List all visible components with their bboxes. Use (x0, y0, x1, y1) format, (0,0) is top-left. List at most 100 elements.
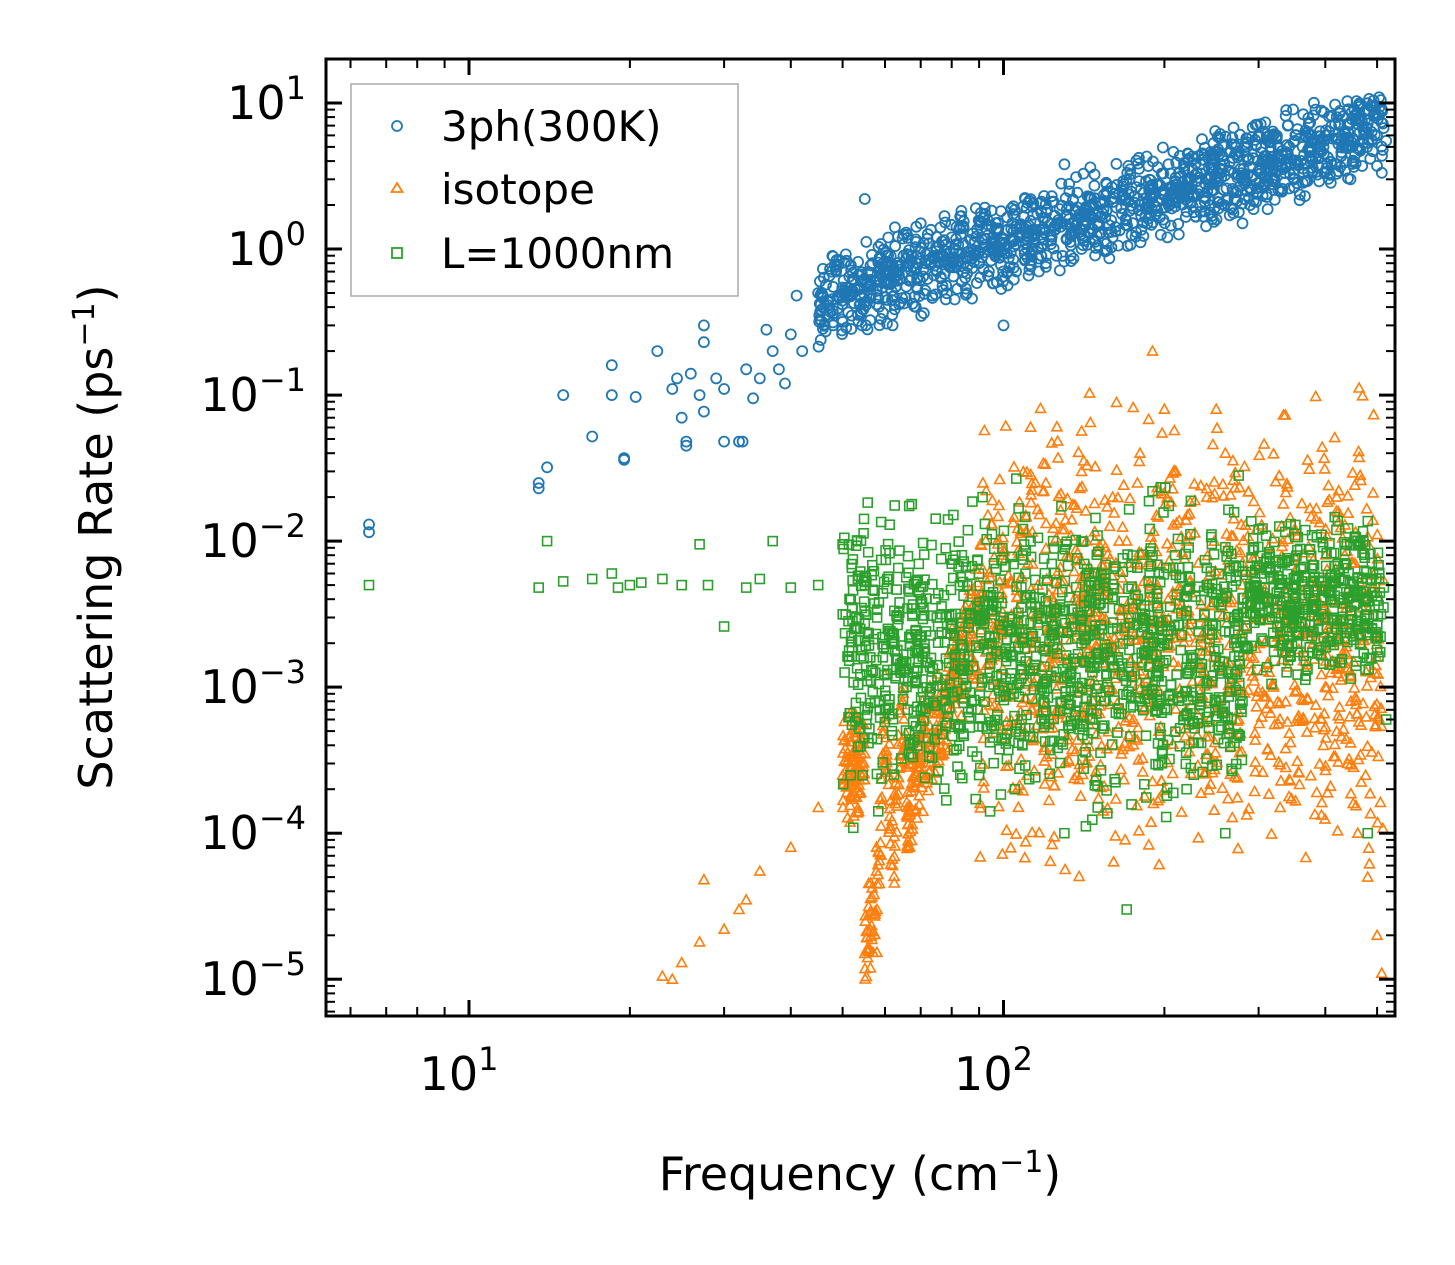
circle-point-0 (1210, 213, 1223, 226)
square-point-2 (1126, 799, 1137, 810)
circle-point-0 (1105, 241, 1118, 254)
square-point-2 (1256, 633, 1267, 644)
triangle-point-1 (1331, 755, 1345, 767)
triangle-point-1 (1157, 783, 1171, 796)
circle-point-0 (1025, 260, 1037, 273)
square-point-2 (937, 680, 948, 692)
square-point-2 (1172, 533, 1184, 545)
triangle-point-1 (1047, 830, 1061, 842)
square-point-2 (1366, 623, 1378, 635)
circle-point-0 (1142, 212, 1154, 225)
triangle-point-1 (1072, 445, 1085, 458)
square-point-2 (920, 593, 932, 604)
triangle-point-1 (1108, 631, 1121, 643)
square-point-2 (1051, 604, 1062, 615)
triangle-point-1 (1319, 720, 1332, 732)
square-point-2 (947, 686, 958, 698)
square-point-2 (945, 584, 957, 596)
triangle-point-1 (979, 483, 993, 496)
square-point-2 (958, 590, 969, 602)
triangle-point-1 (1034, 401, 1047, 414)
square-point-2 (1316, 529, 1327, 541)
square-point-2 (1134, 695, 1146, 707)
circle-point-0 (1376, 105, 1388, 118)
square-point-2 (1084, 712, 1096, 724)
circle-point-0 (363, 518, 375, 531)
triangle-point-1 (1047, 779, 1061, 791)
square-point-2 (848, 677, 859, 688)
circle-point-0 (1241, 140, 1254, 153)
triangle-point-1 (1130, 798, 1144, 811)
circle-point-0 (1260, 191, 1273, 203)
triangle-point-1 (1075, 480, 1089, 492)
square-point-2 (1040, 605, 1052, 616)
triangle-point-1 (891, 737, 905, 749)
square-point-2 (897, 693, 909, 705)
circle-point-0 (1375, 166, 1388, 179)
square-point-2 (839, 627, 851, 639)
square-point-2 (1133, 692, 1144, 704)
triangle-point-1 (1210, 421, 1224, 433)
square-point-2 (837, 778, 849, 790)
circle-point-0 (1005, 223, 1018, 235)
triangle-point-1 (1004, 841, 1018, 853)
square-point-2 (1186, 652, 1197, 663)
triangle-point-1 (1161, 592, 1175, 605)
circle-point-0 (1116, 191, 1129, 204)
triangle-point-1 (1174, 530, 1188, 542)
square-point-2 (1339, 574, 1351, 586)
square-point-2 (978, 618, 990, 630)
circle-point-0 (866, 257, 879, 270)
triangle-point-1 (1110, 395, 1123, 408)
square-point-2 (888, 769, 900, 780)
triangle-point-1 (1352, 450, 1366, 463)
square-point-2 (862, 497, 874, 508)
triangle-point-1 (1328, 749, 1342, 762)
square-point-2 (1247, 544, 1259, 556)
triangle-point-1 (973, 850, 987, 862)
square-point-2 (935, 553, 947, 565)
square-point-2 (1028, 662, 1039, 674)
triangle-point-1 (1352, 381, 1366, 393)
triangle-point-1 (1279, 695, 1293, 707)
triangle-point-1 (836, 793, 850, 806)
triangle-point-1 (1284, 735, 1297, 748)
triangle-point-1 (1117, 773, 1131, 785)
square-point-2 (1207, 676, 1218, 687)
square-point-2 (1216, 707, 1228, 719)
circle-point-0 (618, 453, 630, 466)
triangle-point-1 (1124, 654, 1138, 666)
triangle-point-1 (1080, 458, 1094, 471)
triangle-point-1 (1080, 755, 1094, 768)
triangle-point-1 (1052, 489, 1066, 502)
square-point-2 (1065, 614, 1077, 625)
square-point-2 (1160, 811, 1172, 823)
circle-point-0 (1045, 234, 1057, 247)
triangle-point-1 (840, 785, 854, 798)
square-point-2 (867, 686, 879, 697)
square-point-2 (1181, 610, 1192, 621)
circle-point-0 (873, 300, 885, 313)
square-point-2 (1139, 778, 1150, 790)
triangle-point-1 (1172, 581, 1185, 594)
circle-point-0 (1019, 225, 1032, 238)
triangle-point-1 (1225, 529, 1238, 541)
triangle-point-1 (1207, 475, 1221, 487)
square-point-2 (1306, 604, 1317, 615)
square-point-2 (1366, 557, 1378, 569)
triangle-point-1 (1252, 716, 1266, 729)
circle-point-0 (957, 266, 970, 279)
square-point-2 (1280, 646, 1291, 658)
triangle-point-1 (1248, 784, 1261, 797)
square-point-2 (1090, 512, 1101, 524)
circle-point-0 (974, 271, 986, 284)
circle-point-0 (1254, 118, 1267, 130)
triangle-point-1 (999, 759, 1013, 771)
square-point-2 (1158, 507, 1169, 518)
square-point-2 (1099, 639, 1111, 650)
circle-point-0 (1241, 136, 1254, 149)
circle-point-0 (813, 309, 826, 322)
triangle-point-1 (1025, 825, 1039, 838)
triangle-point-1 (836, 800, 850, 813)
square-point-2 (1291, 550, 1302, 561)
